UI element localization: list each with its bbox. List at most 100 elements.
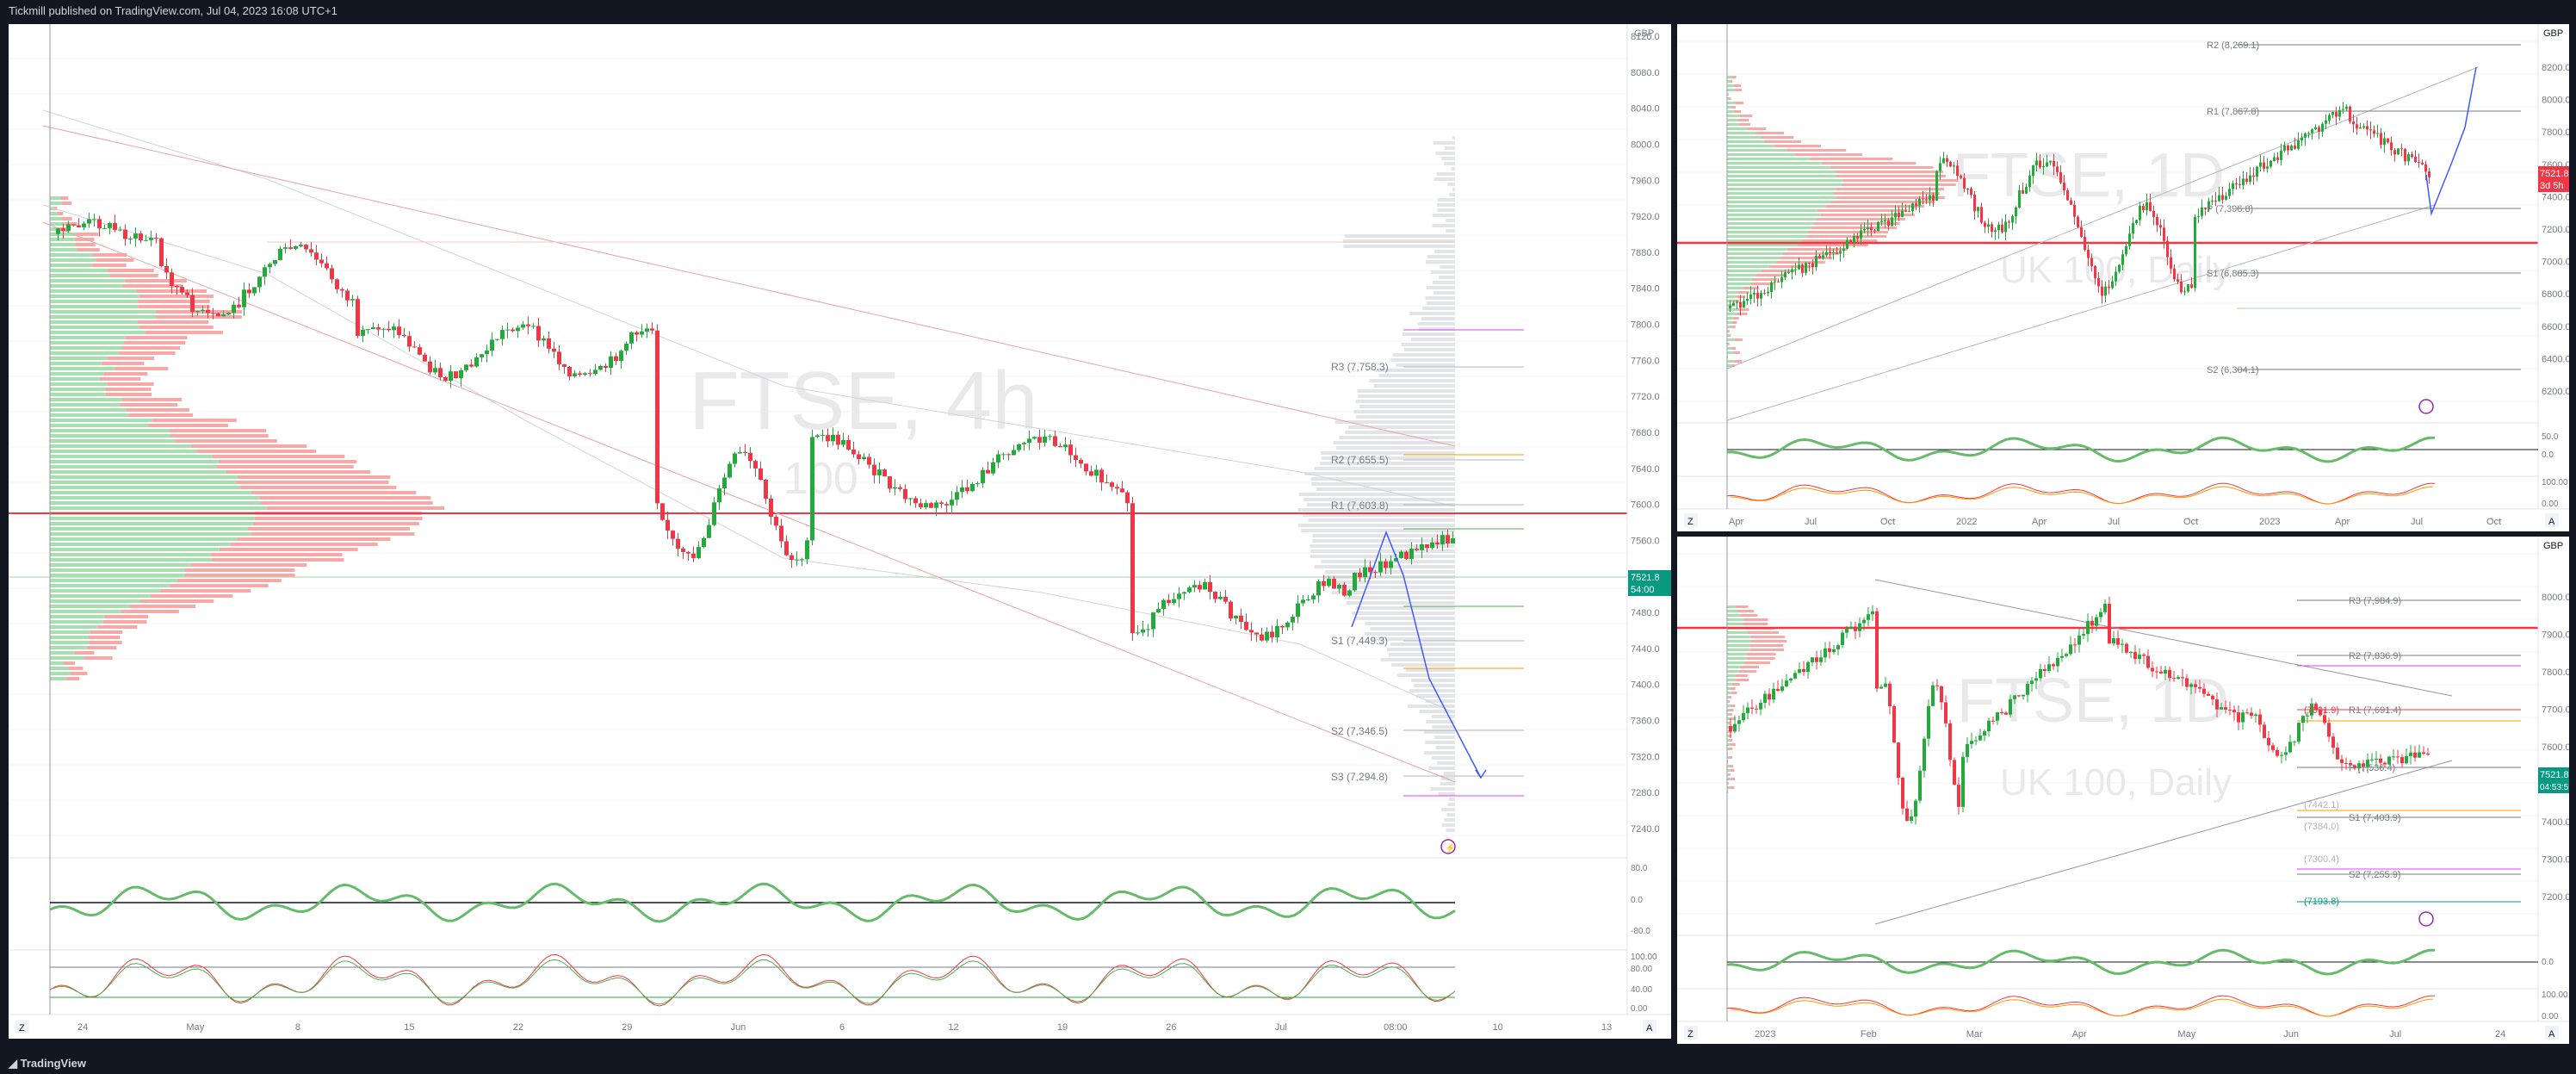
br-stoch-d [1730,998,2434,1017]
main-candle-body [299,245,303,246]
main-chart-canvas[interactable]: FTSE, 4h 100 R3 (7,758.3) R2 (7,655.5) R… [9,24,1671,1039]
tr-volume-profile-up [1727,158,1811,160]
tr-volume-profile-down [1746,127,1767,130]
tr-volume-profile-down [1820,214,1915,216]
top-right-chart-panel[interactable]: FTSE, 1D UK 100, Daily R2 (8,269.1) R1 (… [1676,23,2570,532]
tr-volume-profile-up [1727,321,1732,324]
main-candle-body [170,272,174,286]
tr-lightning-icon[interactable] [2418,399,2434,414]
tr-candle-body [2421,163,2424,165]
main-candle-body [1187,587,1192,593]
br-volume-profile-up [1727,709,1731,711]
tr-candle-body [2380,133,2382,146]
br-volume-profile-up [1727,696,1730,698]
br-pivot-s1: S1 (7,403.9) [2349,813,2401,823]
tr-candle-body [1780,277,1783,282]
br-candle-body [2224,707,2227,710]
projection-path[interactable] [1351,530,1482,779]
tr-volume-profile-down [1737,313,1748,315]
main-volume-profile-up [50,455,213,458]
tr-candle-body [2032,165,2034,177]
tr-candle-body [1929,195,1931,201]
main-candle-body [733,453,737,464]
main-volume-profile-down [169,429,267,432]
main-candle-body [1280,625,1285,628]
tr-auto-scale-button[interactable] [2545,513,2559,527]
main-volume-profile-up [50,315,156,319]
main-time-tick: 08:00 [1384,1022,1408,1033]
main-right-volume-profile [1410,338,1455,341]
br-candle-body [2155,671,2158,673]
tr-candle-body [2269,161,2272,167]
br-pivot-r3: R3 (7,984.9) [2349,596,2401,606]
top-right-chart-canvas[interactable]: FTSE, 1D UK 100, Daily R2 (8,269.1) R1 (… [1677,24,2569,531]
tr-candle-body [2159,225,2162,228]
br-candle-body [1806,661,1810,673]
main-volume-profile-down [175,439,277,443]
main-price-tick: 7880.0 [1631,248,1660,258]
main-candle-body [356,299,360,336]
auto-scale-button[interactable] [1643,1020,1656,1034]
tr-volume-profile-down [1731,321,1737,324]
br-candle-body [2078,635,2081,645]
main-volume-profile-down [150,594,233,598]
zoom-reset-button[interactable] [15,1020,29,1034]
tr-candle-body [2111,281,2114,289]
main-candle-body [1074,455,1078,461]
main-rsi-tick: 0.0 [1631,896,1643,905]
main-chart-panel[interactable]: FTSE, 4h 100 R3 (7,758.3) R2 (7,655.5) R… [8,23,1672,1040]
br-volume-profile-down [1730,705,1736,707]
lightning-icon[interactable] [1440,839,1456,854]
main-candle-body [1234,615,1238,619]
br-auto-scale-button[interactable] [2545,1026,2559,1040]
br-volume-profile-down [1731,692,1737,694]
main-volume-profile-up [50,465,217,469]
main-candle-body [345,290,350,301]
br-candle-body [1940,686,1943,703]
tr-pivot-s2: S2 (6,304.1) [2207,365,2259,376]
br-pivot-r2: R2 (7,836.9) [2349,651,2401,661]
br-lightning-icon[interactable] [2418,911,2434,927]
main-right-volume-profile [1437,208,1455,212]
main-volume-profile-up [50,398,123,401]
tr-volume-profile-down [1780,257,1833,259]
main-candle-body [655,330,659,504]
br-candle-body [2396,756,2400,758]
tr-zoom-reset-button[interactable] [1684,513,1698,527]
main-right-volume-profile [1354,617,1455,620]
br-volume-profile-up [1727,739,1730,742]
main-candle-body [381,328,386,330]
main-candle-body [423,354,427,362]
br-candle-body [2052,664,2055,667]
main-volume-profile-down [211,558,344,562]
tr-candle-body [1787,271,1790,273]
tr-volume-profile-up [1727,132,1756,134]
main-time-tick: 15 [404,1022,414,1033]
pivot-r1-label: R1 (7,603.8) [1331,500,1389,512]
main-right-volume-profile [1396,363,1455,367]
main-candle-body [1399,551,1403,559]
br-candle-body [2172,678,2176,680]
main-volume-profile-up [50,667,69,670]
main-candle-body [340,289,344,291]
tr-candle-body [2225,196,2227,200]
tr-candle-body [2397,148,2400,155]
tr-projection-path[interactable] [2425,66,2477,216]
main-candle-body [1394,558,1398,562]
br-time-tick: Jul [2389,1029,2401,1040]
tr-candle-body [2011,215,2014,223]
tr-candle-body [1911,203,1914,211]
main-volume-profile-up [50,305,139,308]
main-volume-profile-down [191,563,307,567]
main-volume-profile-down [115,367,169,370]
br-candle-body [1918,770,1922,801]
main-volume-profile-down [103,372,148,376]
br-time-tick: Apr [2072,1029,2087,1040]
bottom-right-chart-panel[interactable]: FTSE, 1D UK 100, Daily R3 (7,984.9) R2 (… [1676,536,2570,1045]
main-candle-body [371,327,375,330]
br-zoom-reset-button[interactable] [1684,1026,1698,1040]
main-right-volume-profile [1298,493,1455,496]
bottom-right-chart-canvas[interactable]: FTSE, 1D UK 100, Daily R3 (7,984.9) R2 (… [1677,537,2569,1044]
tradingview-logo[interactable]: ◢ TradingView [9,1057,86,1070]
tr-volume-profile-down [1816,218,1905,220]
